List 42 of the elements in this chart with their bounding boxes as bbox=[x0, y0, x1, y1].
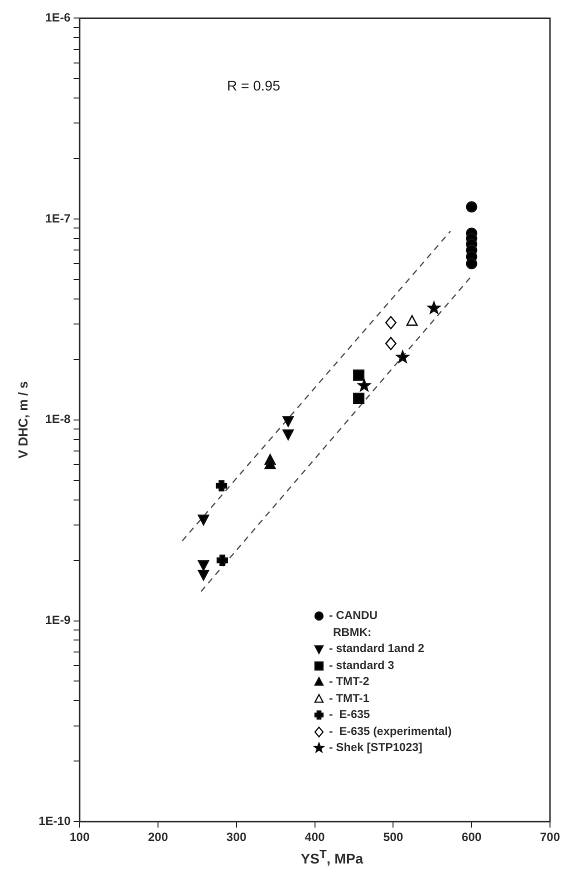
y-tick-label: 1E-9 bbox=[45, 613, 71, 628]
legend-label: - CANDU bbox=[329, 609, 378, 624]
x-tick-label: 500 bbox=[383, 830, 404, 844]
point bbox=[264, 458, 276, 470]
y-axis-title: V DHC, m / s bbox=[15, 381, 30, 459]
point bbox=[198, 560, 210, 571]
point bbox=[385, 316, 397, 330]
y-tick-label: 1E-7 bbox=[45, 211, 71, 226]
point bbox=[385, 336, 397, 350]
x-tick-label: 300 bbox=[226, 830, 247, 844]
y-tick-label: 1E-8 bbox=[45, 412, 71, 426]
legend-label: - TMT-2 bbox=[329, 675, 370, 690]
x-tick-label: 600 bbox=[462, 830, 482, 844]
point bbox=[358, 379, 371, 392]
x-axis-title: YS$^{T}$, MPa bbox=[300, 848, 364, 867]
point bbox=[198, 514, 210, 526]
legend-label: - standard 1and 2 bbox=[329, 642, 424, 657]
y-tick-label: 1E-10 bbox=[38, 814, 71, 828]
point bbox=[353, 370, 364, 381]
point bbox=[406, 315, 418, 326]
point bbox=[282, 416, 294, 427]
legend-label: - standard 3 bbox=[329, 658, 394, 674]
point bbox=[466, 258, 478, 270]
point bbox=[466, 201, 478, 213]
point bbox=[396, 350, 409, 363]
point bbox=[198, 570, 210, 581]
y-tick-label: 1E-6 bbox=[45, 10, 71, 25]
legend-label: - E-635 (experimental) bbox=[329, 724, 452, 740]
point bbox=[216, 480, 228, 492]
point bbox=[282, 429, 294, 440]
point bbox=[353, 392, 364, 404]
x-tick-label: 100 bbox=[70, 830, 90, 844]
legend-label: - TMT-1 bbox=[329, 692, 370, 706]
legend-label: - Shek [STP1023] bbox=[329, 741, 422, 756]
annotation: R = 0.95 bbox=[226, 77, 281, 94]
x-tick-label: 700 bbox=[540, 830, 560, 844]
x-tick-label: 400 bbox=[304, 830, 326, 844]
point bbox=[428, 302, 440, 314]
x-tick-label: 200 bbox=[148, 830, 168, 844]
legend-title: RBMK: bbox=[332, 626, 372, 640]
point bbox=[216, 554, 228, 566]
legend-label: - E-635 bbox=[329, 708, 370, 723]
